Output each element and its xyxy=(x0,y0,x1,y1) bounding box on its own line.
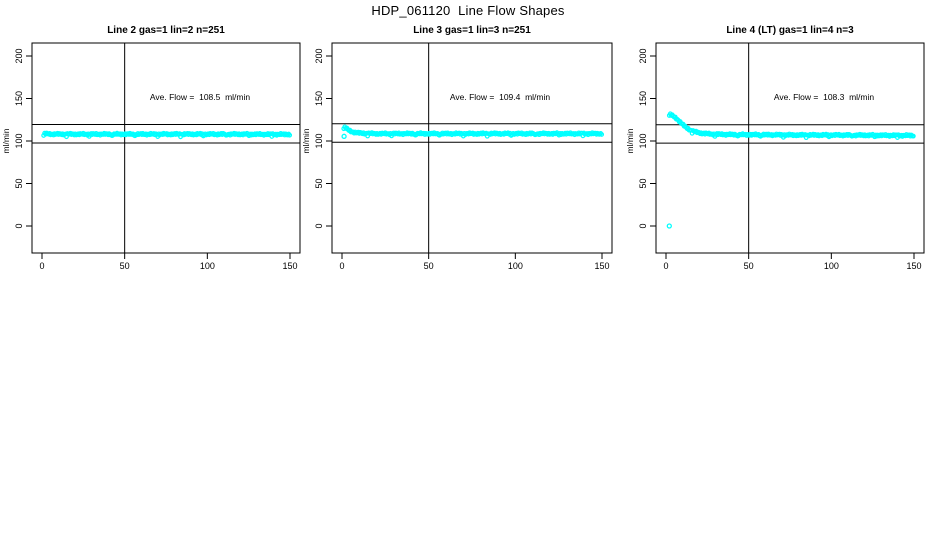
ave-flow-annotation: Ave. Flow = 109.4 ml/min xyxy=(450,92,551,102)
x-tick-label: 50 xyxy=(120,261,130,271)
y-tick-label: 200 xyxy=(14,48,24,63)
y-tick-label: 150 xyxy=(14,91,24,106)
chart-main-title: HDP_061120 Line Flow Shapes xyxy=(371,3,565,18)
y-tick-label: 200 xyxy=(314,48,324,63)
data-points xyxy=(341,124,605,139)
y-tick-label: 0 xyxy=(314,223,324,228)
x-tick-label: 0 xyxy=(663,261,668,271)
x-tick-label: 100 xyxy=(824,261,839,271)
y-tick-label: 200 xyxy=(638,48,648,63)
x-tick-label: 100 xyxy=(508,261,523,271)
data-points xyxy=(41,130,293,140)
x-tick-label: 150 xyxy=(906,261,921,271)
ave-flow-annotation: Ave. Flow = 108.3 ml/min xyxy=(774,92,875,102)
plot-box xyxy=(31,42,301,254)
y-tick-label: 0 xyxy=(638,223,648,228)
x-tick-label: 50 xyxy=(424,261,434,271)
ave-flow-annotation: Ave. Flow = 108.5 ml/min xyxy=(150,92,251,102)
y-tick-label: 0 xyxy=(14,223,24,228)
x-tick-label: 100 xyxy=(200,261,215,271)
y-tick-label: 100 xyxy=(638,133,648,148)
plot-box xyxy=(331,42,613,254)
outlier-point xyxy=(666,223,672,229)
y-axis-label: ml/min xyxy=(1,128,11,153)
y-tick-label: 50 xyxy=(314,178,324,188)
x-tick-label: 0 xyxy=(39,261,44,271)
outlier-point xyxy=(341,133,347,139)
x-tick-label: 150 xyxy=(594,261,609,271)
data-point xyxy=(599,132,605,137)
data-point xyxy=(910,133,916,139)
y-axis-label: ml/min xyxy=(625,128,635,153)
x-tick-label: 0 xyxy=(339,261,344,271)
y-axis-label: ml/min xyxy=(301,128,311,153)
x-tick-label: 150 xyxy=(282,261,297,271)
y-tick-label: 50 xyxy=(14,178,24,188)
plot-box xyxy=(655,42,925,254)
panel-line-2: 0 50 100 150 200 ml/min 0 50 100 150 Line 2 gas=1 … xyxy=(1,25,301,271)
panel-title: Line 3 gas=1 lin=3 n=251 xyxy=(413,25,531,36)
panel-title: Line 4 (LT) gas=1 lin=4 n=3 xyxy=(726,25,854,36)
y-tick-label: 100 xyxy=(314,133,324,148)
panel-title: Line 2 gas=1 lin=2 n=251 xyxy=(107,25,225,36)
y-tick-label: 150 xyxy=(314,91,324,106)
x-tick-label: 50 xyxy=(744,261,754,271)
data-points xyxy=(666,111,916,141)
y-tick-label: 50 xyxy=(638,178,648,188)
y-tick-label: 100 xyxy=(14,133,24,148)
y-tick-label: 150 xyxy=(638,91,648,106)
panel-line-4: 0 50 100 150 200 ml/min 0 50 100 150 Line 4 (LT) g… xyxy=(625,25,925,271)
data-point xyxy=(287,132,293,138)
panel-line-3: 0 50 100 150 200 ml/min 0 50 100 150 Line 3 gas=1 … xyxy=(301,25,613,271)
